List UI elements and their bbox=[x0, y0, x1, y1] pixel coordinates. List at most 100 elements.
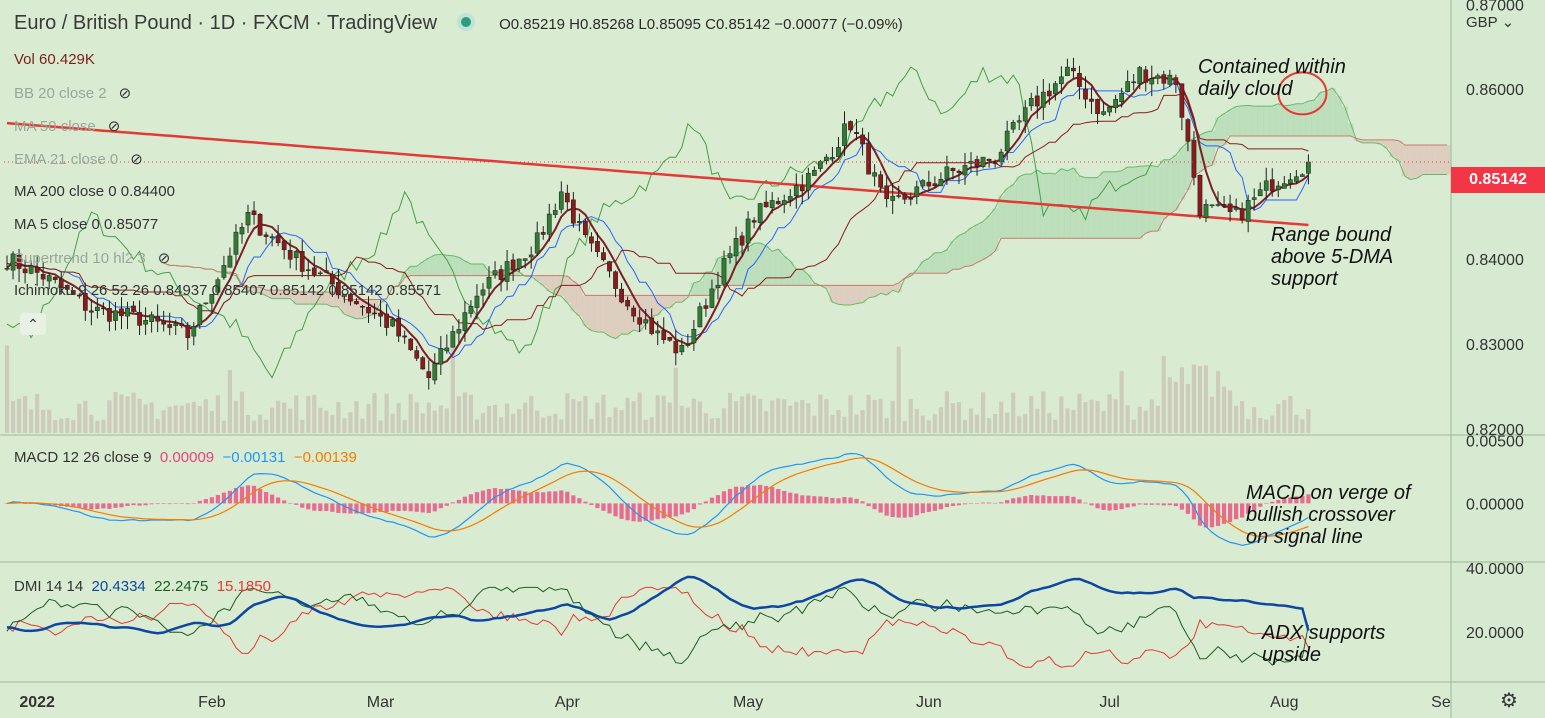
candle-body bbox=[769, 200, 775, 209]
indicator-legend-label: Vol 60.429K bbox=[14, 51, 95, 68]
indicator-legend-item[interactable]: Supertrend 10 hl2 3 ⊘ bbox=[14, 249, 170, 267]
macd-hist-bar bbox=[1185, 503, 1191, 514]
candle-body bbox=[119, 308, 124, 317]
hidden-eye-icon[interactable]: ⊘ bbox=[157, 250, 171, 267]
cloud-slice bbox=[413, 266, 421, 276]
volume-bar bbox=[456, 396, 461, 433]
indicator-legend-item[interactable]: Vol 60.429K bbox=[14, 51, 95, 68]
volume-bar bbox=[1294, 414, 1299, 433]
candle-body bbox=[1034, 95, 1040, 107]
indicator-legend-item[interactable]: EMA 21 close 0 ⊘ bbox=[14, 150, 143, 168]
candle-body bbox=[1221, 204, 1227, 207]
macd-hist-bar bbox=[1167, 503, 1172, 506]
candle-body bbox=[577, 221, 582, 224]
hidden-eye-icon[interactable]: ⊘ bbox=[130, 151, 143, 168]
candle bbox=[311, 256, 317, 278]
candle-body bbox=[733, 238, 739, 257]
candle bbox=[456, 319, 462, 344]
hidden-eye-icon[interactable]: ⊘ bbox=[118, 85, 132, 102]
chart-header: Euro / British Pound · 1D · FXCM · Tradi… bbox=[14, 12, 903, 35]
candle bbox=[179, 318, 185, 329]
cloud-slice bbox=[257, 287, 264, 293]
macd-hist-bar bbox=[691, 503, 696, 510]
candle-body bbox=[902, 194, 908, 200]
candle bbox=[149, 311, 154, 333]
volume-bar bbox=[727, 392, 733, 433]
cloud-slice bbox=[564, 276, 571, 303]
volume-bar bbox=[655, 395, 660, 433]
volume-bar bbox=[932, 414, 937, 433]
currency-selector[interactable]: GBP ⌄ bbox=[1466, 13, 1514, 31]
cloud-slice bbox=[1419, 145, 1427, 175]
volume-bar bbox=[1149, 399, 1154, 433]
indicator-legend-label: MA 200 close 0 0.84400 bbox=[14, 183, 175, 200]
annotation-adx: ADX supports upside bbox=[1262, 622, 1386, 666]
macd-hist-bar bbox=[1282, 498, 1287, 504]
indicator-legend-item[interactable]: MA 50 close ⊘ bbox=[14, 117, 120, 135]
macd-legend-name: MACD 12 26 close 9 bbox=[14, 449, 152, 466]
candle-body bbox=[956, 170, 962, 173]
volume-bar bbox=[29, 409, 34, 433]
candle-body bbox=[342, 294, 347, 297]
collapse-legend-button[interactable]: ⌃ bbox=[20, 313, 46, 335]
volume-bar bbox=[185, 403, 190, 433]
settings-gear-icon[interactable]: ⚙ bbox=[1500, 690, 1518, 712]
symbol-title: Euro / British Pound · 1D · FXCM · Tradi… bbox=[14, 12, 438, 34]
candle-body bbox=[528, 254, 534, 258]
cloud-slice bbox=[1148, 165, 1156, 232]
volume-bar bbox=[330, 414, 335, 433]
candle-body bbox=[1119, 93, 1124, 103]
macd-hist-bar bbox=[745, 485, 751, 504]
candle bbox=[1034, 85, 1040, 119]
macd-hist-bar bbox=[1131, 503, 1136, 507]
volume-bar bbox=[1185, 384, 1191, 433]
cloud-slice bbox=[1275, 103, 1282, 136]
macd-hist-bar bbox=[571, 495, 576, 504]
cloud-slice bbox=[437, 254, 445, 276]
indicator-legend-item[interactable]: BB 20 close 2 ⊘ bbox=[14, 84, 131, 102]
candle-body bbox=[1300, 174, 1305, 177]
volume-bar bbox=[131, 392, 136, 433]
volume-bar bbox=[221, 420, 227, 433]
candle bbox=[1095, 98, 1100, 125]
cloud-slice bbox=[871, 285, 878, 297]
candle bbox=[28, 260, 34, 275]
cloud-slice bbox=[1377, 139, 1385, 145]
volume-bar bbox=[306, 395, 311, 433]
cloud-slice bbox=[998, 195, 1005, 239]
candle bbox=[558, 181, 564, 214]
macd-hist-bar bbox=[1125, 503, 1130, 508]
candle-body bbox=[293, 251, 299, 259]
volume-bar bbox=[197, 405, 202, 433]
candle bbox=[299, 240, 305, 278]
volume-bar bbox=[41, 409, 46, 433]
cloud-slice bbox=[600, 295, 607, 333]
indicator-legend-item[interactable]: MA 5 close 0 0.85077 bbox=[14, 216, 158, 233]
macd-hist-bar bbox=[1113, 503, 1118, 511]
candle-body bbox=[462, 312, 468, 331]
volume-bar bbox=[908, 399, 913, 433]
candle-body bbox=[552, 210, 558, 215]
cloud-slice bbox=[811, 283, 818, 286]
candle bbox=[1281, 175, 1287, 189]
cloud-slice bbox=[1287, 105, 1294, 136]
candle bbox=[998, 148, 1004, 166]
hidden-eye-icon[interactable]: ⊘ bbox=[107, 118, 121, 135]
macd-hist-bar bbox=[185, 503, 190, 505]
candle bbox=[679, 337, 685, 356]
cloud-slice bbox=[727, 255, 734, 286]
candle-body bbox=[275, 235, 281, 244]
cloud-slice bbox=[407, 266, 414, 276]
indicator-legend-item[interactable]: Ichimoku 9 26 52 26 0.84937 0.85407 0.85… bbox=[14, 282, 441, 299]
candle bbox=[1131, 74, 1137, 91]
indicator-legend-item[interactable]: MA 200 close 0 0.84400 bbox=[14, 183, 175, 200]
macd-hist-bar bbox=[197, 500, 202, 504]
candle bbox=[113, 302, 118, 331]
volume-bar bbox=[1095, 400, 1100, 433]
cloud-slice bbox=[666, 295, 674, 308]
volume-bar bbox=[1011, 392, 1016, 433]
volume-bar bbox=[35, 393, 40, 433]
candle bbox=[317, 270, 323, 276]
candle-body bbox=[661, 330, 667, 341]
